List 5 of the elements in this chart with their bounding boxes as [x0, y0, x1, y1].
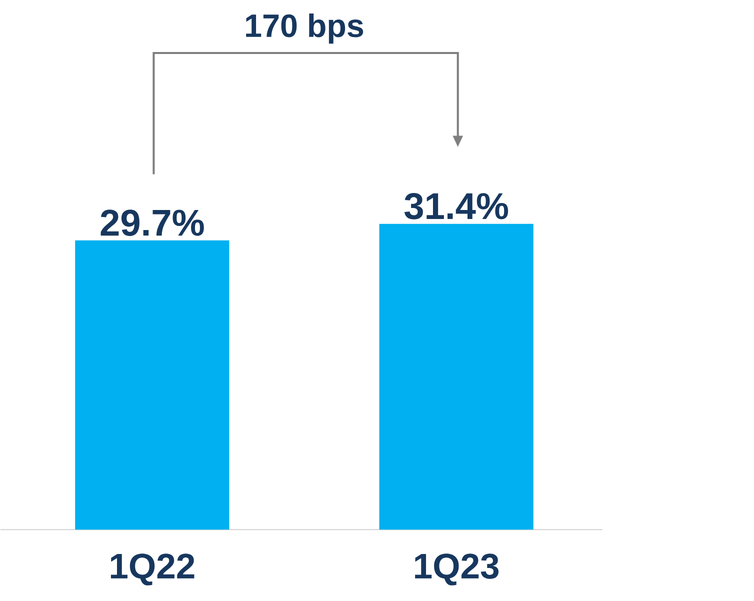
x-tick-label: 1Q22 — [110, 554, 194, 586]
data-label: 29.7% — [100, 210, 204, 236]
text: 170 bps — [246, 13, 364, 44]
data-label: 31.4% — [404, 193, 508, 220]
x-tick-label: 1Q23 — [415, 554, 499, 586]
